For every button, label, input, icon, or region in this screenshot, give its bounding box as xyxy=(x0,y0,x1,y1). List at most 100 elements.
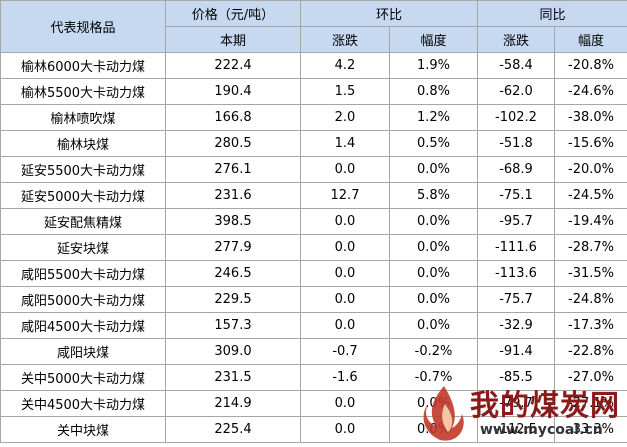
value-cell: 277.9 xyxy=(165,234,301,261)
value-cell: -112.5 xyxy=(477,416,556,443)
header-cell: 价格（元/吨） xyxy=(165,0,301,27)
item-name: 咸阳块煤 xyxy=(0,338,166,365)
value-cell: 2.0 xyxy=(300,104,390,131)
value-cell: 0.0 xyxy=(300,260,390,287)
value-cell: 0.0 xyxy=(300,390,390,417)
table-row: 延安5500大卡动力煤 276.1 0.0 0.0% -68.9 -20.0% xyxy=(0,156,627,183)
value-cell: 190.4 xyxy=(165,78,301,105)
value-cell: 0.0% xyxy=(388,156,479,183)
value-cell: 4.2 xyxy=(300,52,390,79)
value-cell: 309.0 xyxy=(165,338,301,365)
value-cell: -75.1 xyxy=(477,182,556,209)
value-cell: 0.0 xyxy=(300,156,390,183)
value-cell: 5.8% xyxy=(388,182,479,209)
header-cell: 涨跌 xyxy=(300,26,390,53)
header-cell: 代表规格品 xyxy=(0,0,166,53)
table-row: 延安5000大卡动力煤 231.6 12.7 5.8% -75.1 -24.5% xyxy=(0,182,627,209)
value-cell: 0.0 xyxy=(300,208,390,235)
value-cell: 229.5 xyxy=(165,286,301,313)
value-cell: 0.0% xyxy=(388,286,479,313)
brand: 我的煤炭网 xyxy=(470,388,621,422)
value-cell: -0.2% xyxy=(388,338,479,365)
value-cell: 231.5 xyxy=(165,364,301,391)
value-cell: -51.8 xyxy=(477,130,556,157)
value-cell: -17.3% xyxy=(554,312,627,339)
value-cell: 0.0 xyxy=(300,234,390,261)
header-cell: 幅度 xyxy=(554,26,627,53)
value-cell: -20.0% xyxy=(554,156,627,183)
value-cell: -24.5% xyxy=(554,182,627,209)
item-name: 榆林5500大卡动力煤 xyxy=(0,78,166,105)
value-cell: -19.4% xyxy=(554,208,627,235)
table-row: 榆林5500大卡动力煤 190.4 1.5 0.8% -62.0 -24.6% xyxy=(0,78,627,105)
value-cell: 0.8% xyxy=(388,78,479,105)
value-cell: 398.5 xyxy=(165,208,301,235)
value-cell: 225.4 xyxy=(165,416,301,443)
value-cell: -91.4 xyxy=(477,338,556,365)
value-cell: -0.7 xyxy=(300,338,390,365)
value-cell: 1.4 xyxy=(300,130,390,157)
value-cell: -33.3% xyxy=(554,416,627,443)
header-cell: 本期 xyxy=(165,26,301,53)
value-cell: -22.8% xyxy=(554,338,627,365)
value-cell: -95.7 xyxy=(477,208,556,235)
value-cell: 0.0% xyxy=(388,312,479,339)
table-row: 咸阳4500大卡动力煤 157.3 0.0 0.0% -32.9 -17.3% xyxy=(0,312,627,339)
header-cell: 幅度 xyxy=(388,26,479,53)
value-cell: 222.4 xyxy=(165,52,301,79)
value-cell: -102.2 xyxy=(477,104,556,131)
item-name: 咸阳5000大卡动力煤 xyxy=(0,286,166,313)
value-cell: -68.9 xyxy=(477,156,556,183)
value-cell: 0.0% xyxy=(388,208,479,235)
value-cell: 1.9% xyxy=(388,52,479,79)
item-name: 延安5500大卡动力煤 xyxy=(0,156,166,183)
item-name: 榆林块煤 xyxy=(0,130,166,157)
item-name: 咸阳5500大卡动力煤 xyxy=(0,260,166,287)
item-name: 咸阳4500大卡动力煤 xyxy=(0,312,166,339)
value-cell: 0.0% xyxy=(388,234,479,261)
value-cell: 12.7 xyxy=(300,182,390,209)
header-cell: 涨跌 xyxy=(477,26,556,53)
flame-logo xyxy=(423,386,464,441)
value-cell: 280.5 xyxy=(165,130,301,157)
value-cell: -62.0 xyxy=(477,78,556,105)
header-row: 代表规格品 价格（元/吨） 环比 同比 xyxy=(0,0,627,53)
value-cell: 0.0% xyxy=(388,260,479,287)
value-cell: -20.8% xyxy=(554,52,627,79)
item-name: 延安5000大卡动力煤 xyxy=(0,182,166,209)
item-name: 榆林喷吹煤 xyxy=(0,104,166,131)
value-cell: 246.5 xyxy=(165,260,301,287)
value-cell: 166.8 xyxy=(165,104,301,131)
value-cell: -85.5 xyxy=(477,364,556,391)
value-cell: 276.1 xyxy=(165,156,301,183)
watermark: 我的煤炭网 www.mycoal.cn xyxy=(418,380,627,447)
value-cell: 0.0 xyxy=(300,286,390,313)
item-name: 延安块煤 xyxy=(0,234,166,261)
value-cell: 0.0 xyxy=(300,416,390,443)
table-row: 咸阳块煤 309.0 -0.7 -0.2% -91.4 -22.8% xyxy=(0,338,627,365)
value-cell: -32.9 xyxy=(477,312,556,339)
value-cell: 231.6 xyxy=(165,182,301,209)
value-cell: -58.4 xyxy=(477,52,556,79)
header-cell: 同比 xyxy=(477,0,627,27)
table-row: 榆林6000大卡动力煤 222.4 4.2 1.9% -58.4 -20.8% xyxy=(0,52,627,79)
value-cell: -28.7% xyxy=(554,234,627,261)
value-cell: 1.5 xyxy=(300,78,390,105)
value-cell: 157.3 xyxy=(165,312,301,339)
table-row: 延安配焦精煤 398.5 0.0 0.0% -95.7 -19.4% xyxy=(0,208,627,235)
table-row: 榆林块煤 280.5 1.4 0.5% -51.8 -15.6% xyxy=(0,130,627,157)
value-cell: -111.6 xyxy=(477,234,556,261)
item-name: 关中5000大卡动力煤 xyxy=(0,364,166,391)
value-cell: 0.5% xyxy=(388,130,479,157)
table-row: 咸阳5000大卡动力煤 229.5 0.0 0.0% -75.7 -24.8% xyxy=(0,286,627,313)
value-cell: -24.6% xyxy=(554,78,627,105)
table-row: 榆林喷吹煤 166.8 2.0 1.2% -102.2 -38.0% xyxy=(0,104,627,131)
url: www.mycoal.cn xyxy=(480,422,603,438)
value-cell: 214.9 xyxy=(165,390,301,417)
value-cell: -75.7 xyxy=(477,286,556,313)
table-row: 咸阳5500大卡动力煤 246.5 0.0 0.0% -113.6 -31.5% xyxy=(0,260,627,287)
table-row: 延安块煤 277.9 0.0 0.0% -111.6 -28.7% xyxy=(0,234,627,261)
item-name: 榆林6000大卡动力煤 xyxy=(0,52,166,79)
item-name: 延安配焦精煤 xyxy=(0,208,166,235)
